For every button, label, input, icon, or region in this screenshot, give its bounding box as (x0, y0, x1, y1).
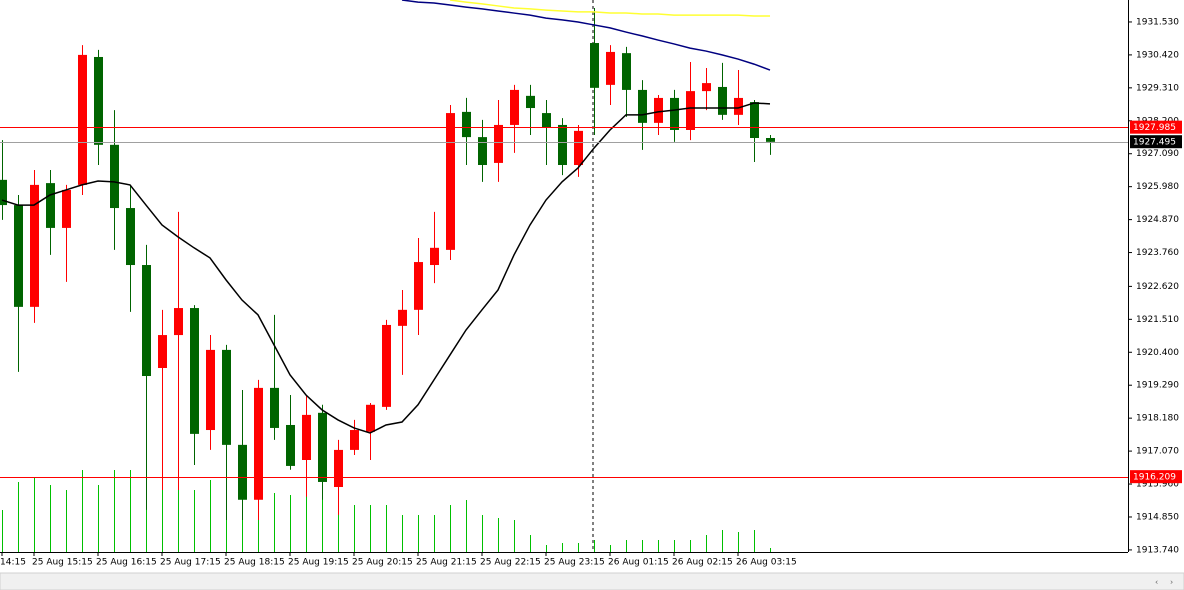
y-tick-label: 1923.760 (1136, 248, 1179, 258)
x-tick-label: 25 Aug 20:15 (352, 558, 413, 568)
candle-body (558, 124, 567, 166)
candle-body (494, 124, 503, 163)
x-tick-label: 25 Aug 19:15 (288, 558, 349, 568)
candle-body (590, 43, 599, 88)
candle-body (350, 430, 359, 450)
candle-body (750, 102, 759, 138)
candle-body (254, 387, 263, 500)
candle-body (702, 83, 711, 92)
y-tick-label: 1924.870 (1136, 215, 1179, 225)
y-tick-label: 1914.850 (1136, 512, 1179, 522)
x-tick-label: 25 Aug 21:15 (416, 558, 477, 568)
candle-body (414, 262, 423, 310)
x-tick-label: 25 Aug 15:15 (32, 558, 93, 568)
y-tick-label: 1925.980 (1136, 182, 1179, 192)
ma-line (449, 0, 770, 17)
candle-body (318, 412, 327, 482)
candle-body (30, 184, 39, 307)
candle-body (190, 308, 199, 434)
candle-body (446, 113, 455, 250)
y-tick-label: 1929.310 (1136, 83, 1179, 93)
price-label: 1927.985 (1133, 123, 1176, 133)
candle-body (94, 56, 103, 145)
x-tick-label: 26 Aug 03:15 (736, 558, 797, 568)
price-label: 1927.495 (1133, 138, 1176, 148)
candle-body (686, 91, 695, 130)
candle-body (606, 51, 615, 85)
y-tick-label: 1930.420 (1136, 50, 1179, 60)
scrollbar[interactable] (0, 572, 1184, 590)
y-tick-label: 1913.740 (1136, 545, 1179, 555)
x-tick-label: 26 Aug 01:15 (608, 558, 669, 568)
candle-body (46, 183, 55, 228)
scroll-left[interactable]: ‹ (1155, 578, 1158, 587)
candle-body (478, 137, 487, 166)
candle-body (462, 111, 471, 138)
candle-body (14, 205, 23, 307)
candle-body (398, 309, 407, 326)
candle-body (302, 414, 311, 460)
candle-body (174, 308, 183, 336)
y-tick-label: 1915.960 (1136, 480, 1179, 490)
plot (0, 0, 775, 552)
x-tick-label: 25 Aug 22:15 (480, 558, 541, 568)
price-label: 1916.209 (1133, 473, 1176, 483)
x-tick-label: 25 Aug 17:15 (160, 558, 221, 568)
candle-body (286, 424, 295, 466)
candle-body (670, 97, 679, 130)
candle-body (270, 387, 279, 428)
price-box (1130, 135, 1182, 149)
candle-body (734, 97, 743, 115)
ma-line (401, 0, 771, 71)
candle-body (622, 53, 631, 90)
candle-body (542, 113, 551, 128)
candle-body (78, 54, 87, 185)
candle-body (382, 324, 391, 407)
candle-body (574, 130, 583, 166)
x-tick-label: 26 Aug 02:15 (672, 558, 733, 568)
candle-body (526, 95, 535, 109)
candle-body (510, 89, 519, 125)
candle-body (718, 86, 727, 115)
x-tick-label: 25 Aug 18:15 (224, 558, 285, 568)
x-tick-label: 25 Aug 23:15 (544, 558, 605, 568)
x-tick-label: 14:15 (0, 558, 26, 568)
candle-body (206, 349, 215, 431)
y-tick-label: 1918.180 (1136, 414, 1179, 424)
candle-body (638, 89, 647, 123)
y-tick-label: 1919.290 (1136, 381, 1179, 391)
candle-body (430, 247, 439, 266)
candle-body (238, 444, 247, 500)
candle-body (222, 349, 231, 445)
price-box (1130, 470, 1182, 484)
scroll-right[interactable]: › (1170, 578, 1173, 587)
y-tick-label: 1920.400 (1136, 348, 1179, 358)
candle-body (654, 97, 663, 123)
y-tick-label: 1921.510 (1136, 315, 1179, 325)
candle-body (766, 138, 775, 142)
y-tick-label: 1931.530 (1136, 17, 1179, 27)
candle-body (142, 265, 151, 377)
candle-body (334, 449, 343, 488)
y-tick-label: 1917.070 (1136, 447, 1179, 457)
candle-body (0, 179, 7, 206)
candle-body (158, 335, 167, 368)
price-box (1130, 120, 1182, 134)
candle-body (126, 208, 135, 266)
y-tick-label: 1927.090 (1136, 149, 1179, 159)
x-tick-label: 25 Aug 16:15 (96, 558, 157, 568)
candle-body (110, 144, 119, 209)
candle-body (62, 189, 71, 228)
y-tick-label: 1922.620 (1136, 282, 1179, 292)
candle-body (366, 404, 375, 432)
ma-line (1, 102, 771, 434)
